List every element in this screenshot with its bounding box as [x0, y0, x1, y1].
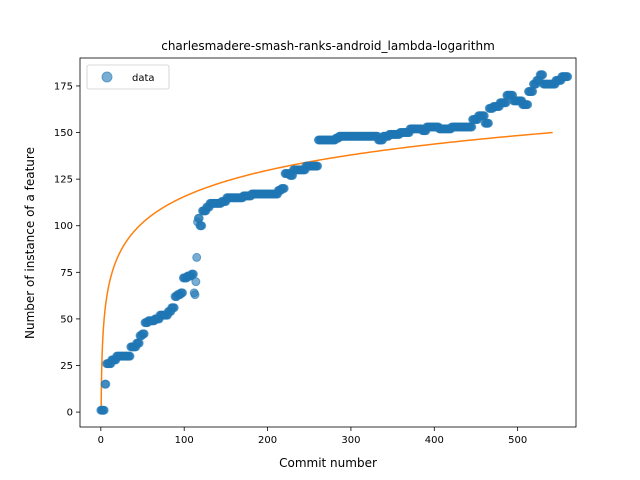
y-tick-label: 25: [60, 361, 73, 372]
plot-area: [79, 57, 577, 428]
data-point: [197, 221, 207, 231]
plot-frame: [79, 57, 577, 428]
data-point: [101, 379, 111, 389]
data-point: [483, 118, 493, 128]
data-point: [134, 338, 144, 348]
data-point: [169, 303, 179, 313]
y-axis-title: Number of instance of a feature: [23, 147, 37, 339]
fit-line: [100, 131, 553, 411]
y-tick-label: 175: [54, 81, 73, 92]
data-point: [178, 288, 188, 298]
chart-title: charlesmadere-smash-ranks-android_lambda…: [161, 39, 495, 53]
x-tick-label: 0: [98, 435, 104, 446]
y-tick-label: 100: [54, 221, 73, 232]
x-axis: 0 100 200 300 400 500: [98, 427, 527, 446]
data-point: [190, 290, 200, 300]
scatter-points-layer: [96, 70, 573, 415]
data-point: [528, 87, 538, 97]
data-point: [501, 98, 511, 108]
y-tick-label: 50: [60, 314, 73, 325]
x-tick-label: 200: [258, 435, 277, 446]
x-tick-label: 100: [175, 435, 194, 446]
data-point: [139, 329, 149, 339]
data-point: [479, 111, 489, 121]
x-tick-label: 400: [425, 435, 444, 446]
data-point: [125, 351, 135, 361]
y-tick-label: 0: [67, 408, 73, 419]
data-point: [523, 100, 533, 110]
y-tick-label: 125: [54, 175, 73, 186]
legend: data: [86, 64, 170, 90]
data-point: [192, 252, 202, 262]
legend-label: data: [132, 73, 155, 84]
data-point: [538, 70, 548, 80]
data-point: [194, 213, 204, 223]
y-tick-label: 75: [60, 268, 73, 279]
data-point: [188, 269, 198, 279]
fit-line-layer: [100, 131, 553, 411]
y-tick-label: 150: [54, 128, 73, 139]
x-tick-label: 500: [508, 435, 527, 446]
data-point: [313, 161, 323, 171]
x-axis-title: Commit number: [279, 456, 377, 470]
data-point: [279, 183, 289, 193]
y-axis: 0 25 50 75 100 125 150 175: [54, 81, 80, 419]
data-point: [191, 277, 201, 287]
legend-marker: [101, 71, 113, 83]
data-point: [99, 405, 109, 415]
data-point: [467, 122, 477, 132]
legend-box: [86, 64, 170, 90]
data-point: [563, 72, 573, 82]
x-tick-label: 300: [341, 435, 360, 446]
